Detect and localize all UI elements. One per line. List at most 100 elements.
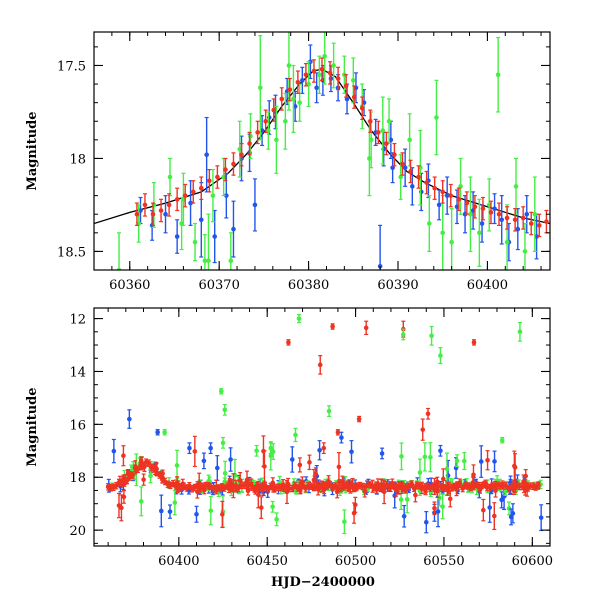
data-point-1 [407, 137, 412, 143]
outlier-point-1 [220, 440, 226, 446]
data-point-2 [207, 178, 212, 184]
trace-point [327, 482, 333, 487]
data-point-1 [167, 174, 173, 180]
x-tick-label: 60390 [377, 278, 418, 293]
band-point-1 [422, 454, 428, 460]
band-point-0 [215, 465, 220, 471]
data-point-2 [359, 105, 365, 111]
data-point-1 [228, 258, 234, 264]
data-point-0 [266, 115, 272, 120]
outlier-point-2 [379, 451, 385, 456]
data-point-1 [449, 239, 454, 245]
data-point-0 [163, 211, 168, 217]
data-point-2 [544, 219, 549, 224]
trace-point [281, 485, 287, 491]
band-point-0 [349, 449, 354, 455]
data-point-1 [248, 133, 253, 139]
data-point-2 [166, 202, 172, 208]
band-point-1 [454, 458, 460, 464]
data-point-2 [424, 180, 429, 185]
trace-point [249, 483, 254, 488]
data-point-1 [477, 230, 482, 236]
trace-point [344, 483, 349, 488]
x-tick-label: 60550 [423, 554, 464, 569]
trace-point [113, 483, 119, 488]
data-point-2 [198, 185, 204, 191]
data-point-0 [231, 226, 236, 232]
band-point-2 [141, 477, 146, 482]
x-tick-label: 60600 [512, 554, 553, 569]
trace-point [536, 482, 541, 488]
data-point-2 [448, 193, 454, 198]
data-point-0 [410, 184, 415, 189]
band-point-0 [492, 459, 497, 464]
data-point-1 [202, 258, 208, 264]
data-point-2 [528, 221, 534, 226]
data-point-2 [416, 174, 421, 180]
data-point-0 [479, 221, 485, 226]
y-tick-label: 16 [69, 418, 86, 433]
band-point-2 [220, 512, 225, 517]
x-tick-label: 60400 [158, 554, 199, 569]
data-point-2 [247, 141, 252, 146]
band-point-0 [111, 448, 117, 454]
trace-point [411, 485, 417, 491]
data-point-1 [274, 137, 279, 143]
trace-point [141, 463, 146, 468]
data-point-2 [287, 87, 293, 92]
outlier-point-2 [208, 445, 213, 451]
band-point-2 [413, 492, 418, 498]
data-point-2 [392, 152, 397, 158]
outlier-point-0 [356, 416, 362, 422]
band-point-0 [538, 515, 544, 520]
model-curve [94, 68, 550, 225]
band-point-1 [398, 497, 404, 502]
band-point-2 [258, 505, 264, 510]
outlier-point-1 [162, 429, 167, 435]
data-point-0 [524, 211, 530, 217]
data-point-2 [150, 211, 156, 217]
plot-area [94, 32, 550, 270]
band-point-2 [245, 488, 251, 494]
band-point-2 [353, 502, 358, 508]
band-point-2 [512, 463, 517, 469]
band-point-1 [428, 454, 433, 460]
data-point-1 [398, 174, 403, 180]
data-point-1 [468, 211, 473, 217]
band-point-1 [444, 466, 450, 472]
outlier-point-0 [286, 340, 291, 345]
data-point-2 [512, 217, 518, 223]
trace-point [349, 483, 355, 488]
outlier-point-2 [508, 514, 514, 520]
data-point-0 [314, 85, 319, 91]
data-point-2 [432, 185, 437, 191]
data-point-1 [210, 193, 216, 198]
bottom-x-axis-label: HJD−2400000 [271, 575, 375, 590]
trace-point [151, 466, 157, 472]
outlier-point-1 [254, 448, 259, 454]
y-tick-label: 12 [69, 313, 86, 328]
data-point-2 [376, 130, 381, 135]
trace-point [408, 482, 414, 487]
data-point-2 [223, 167, 228, 172]
data-point-0 [188, 200, 193, 206]
trace-point [135, 467, 141, 472]
band-point-0 [435, 509, 441, 514]
data-point-2 [271, 107, 277, 113]
data-point-2 [520, 215, 526, 221]
outlier-point-0 [471, 340, 477, 345]
data-point-0 [436, 202, 442, 208]
outlier-point-2 [155, 429, 160, 435]
band-point-1 [462, 458, 467, 464]
trace-point [262, 482, 268, 488]
band-point-0 [289, 457, 295, 462]
trace-point [187, 483, 192, 489]
band-point-0 [499, 497, 504, 503]
band-point-0 [317, 447, 322, 453]
band-point-2 [284, 489, 290, 495]
data-point-2 [319, 66, 325, 72]
data-point-1 [458, 184, 463, 189]
outlier-point-0 [321, 445, 327, 451]
